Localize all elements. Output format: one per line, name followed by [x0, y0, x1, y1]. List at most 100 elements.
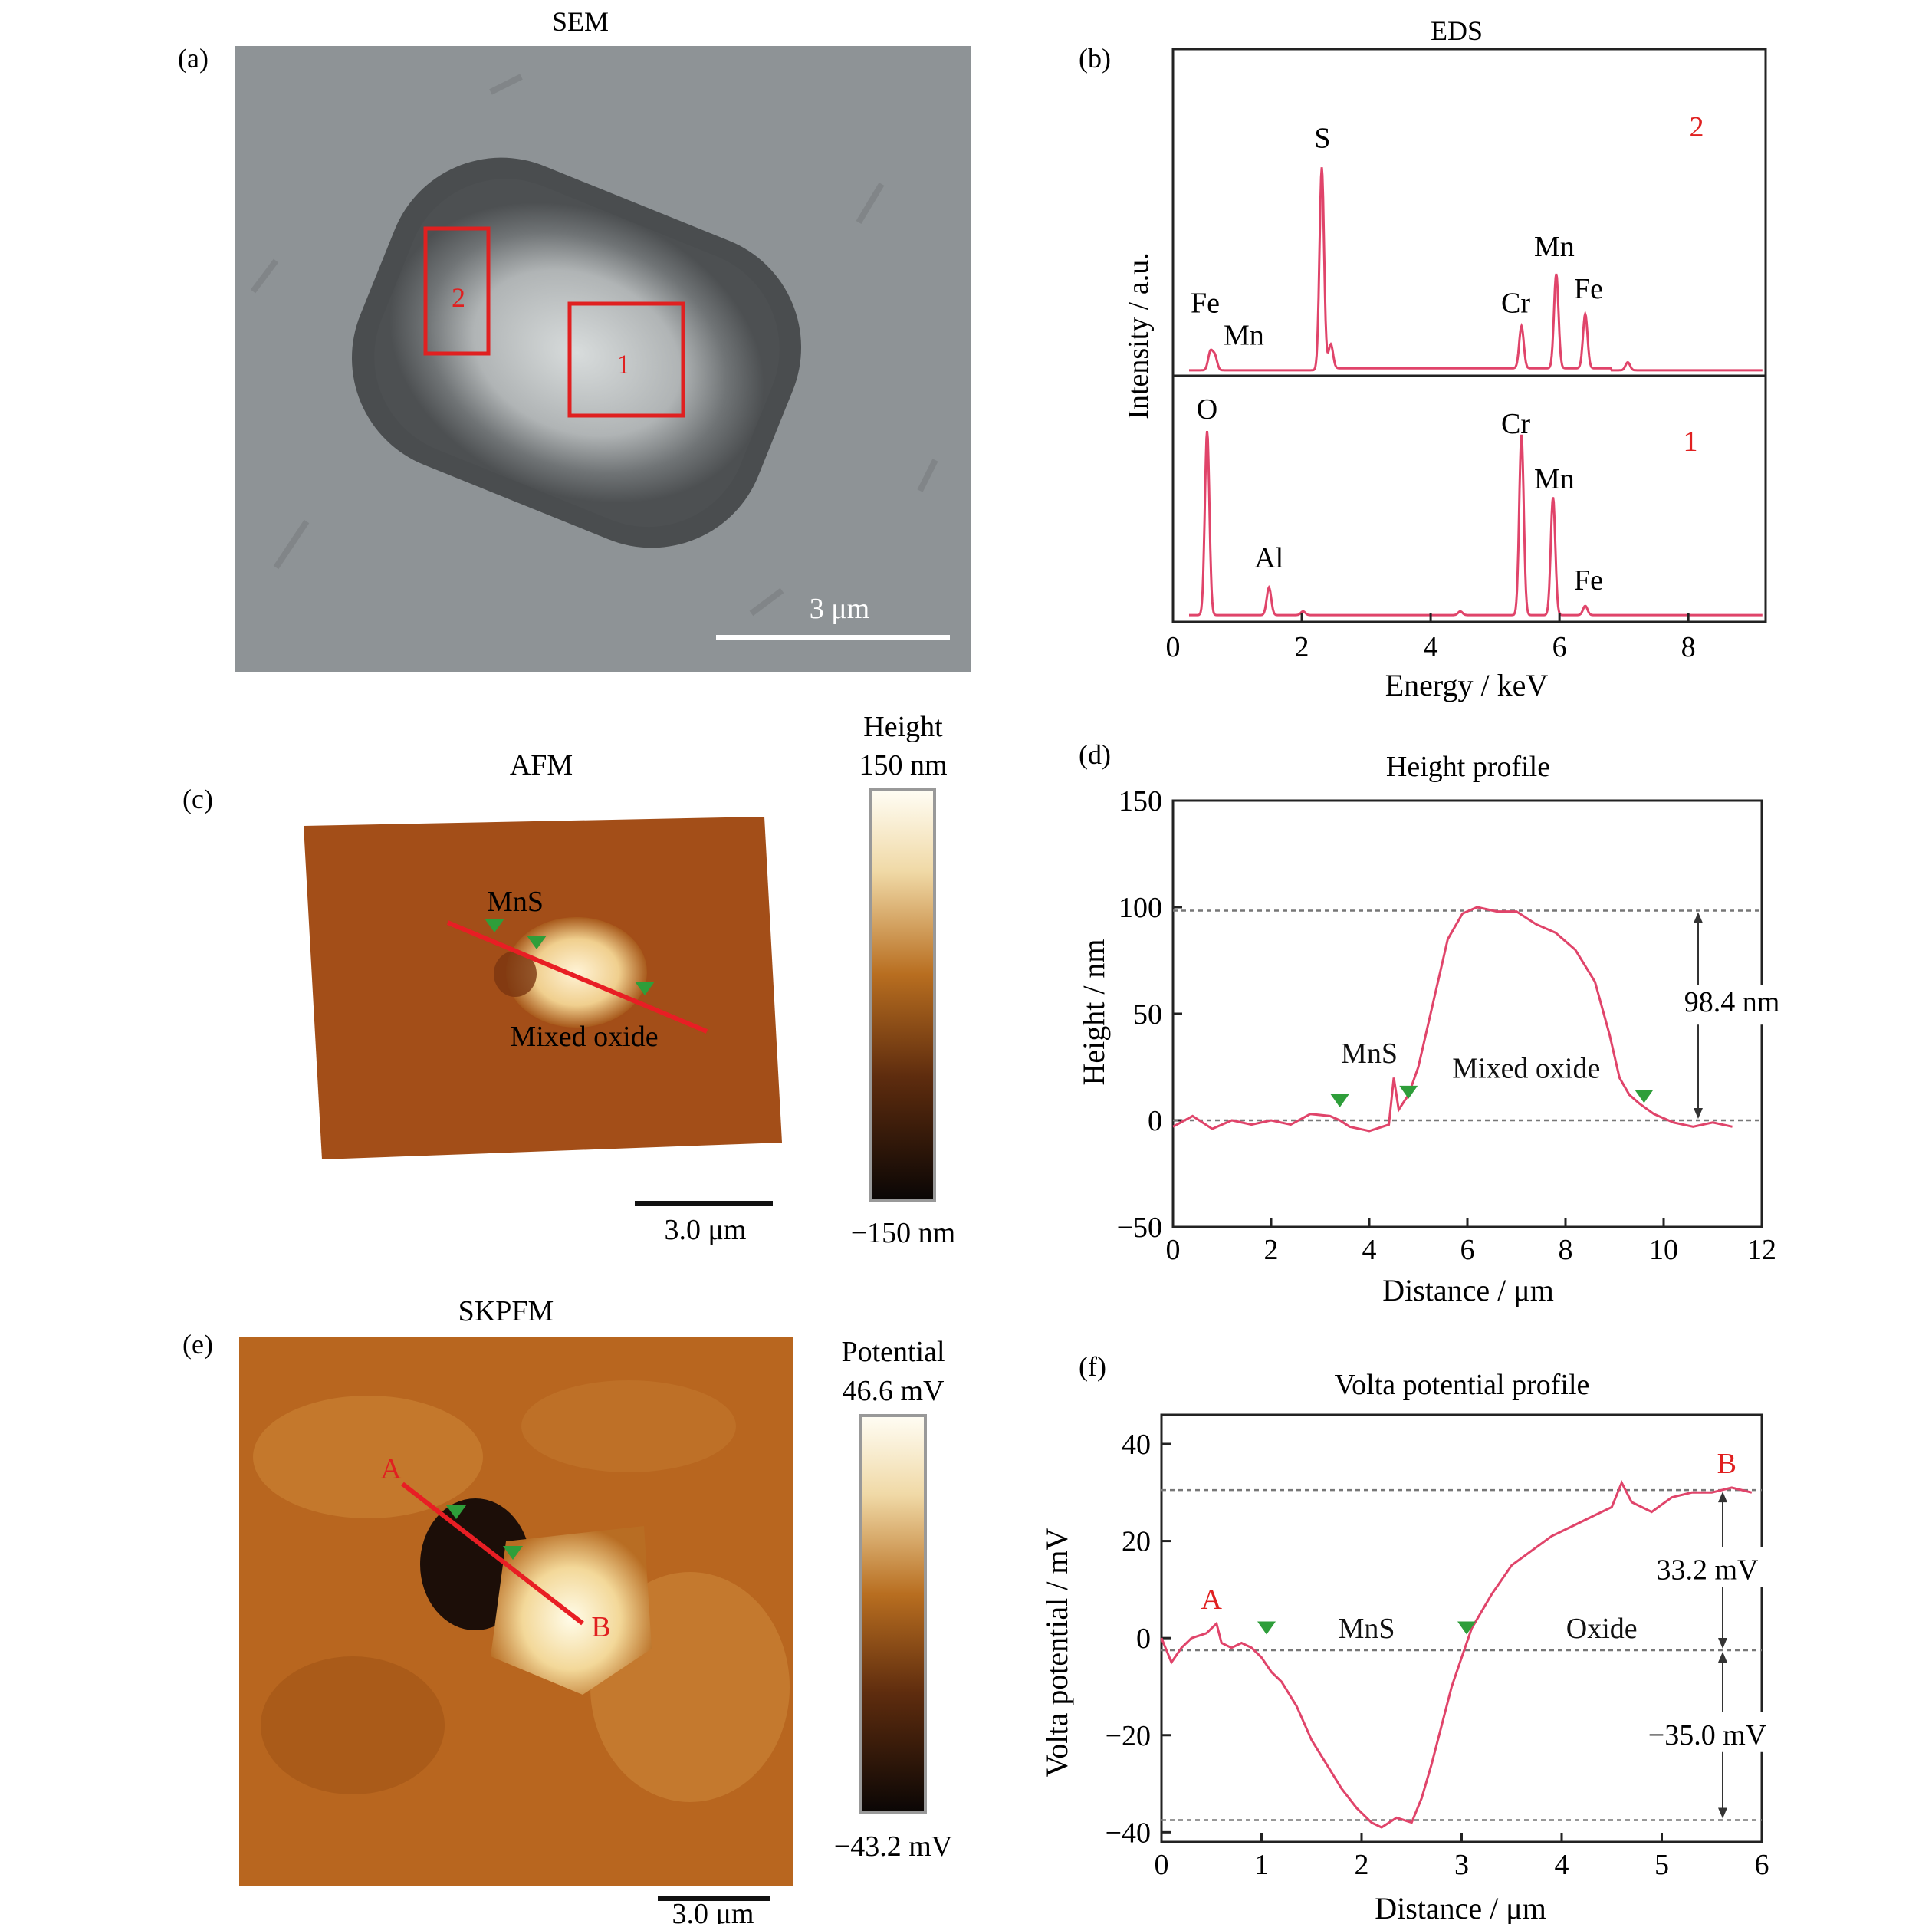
- eds-peak-label: Fe: [1191, 287, 1220, 319]
- volta-ytick-label: 20: [1122, 1526, 1151, 1558]
- height-ytick-label: 0: [1148, 1105, 1162, 1137]
- eds-xtick-label: 4: [1424, 631, 1438, 663]
- eds-peak-label: Al: [1254, 542, 1283, 574]
- panel-e-title: SKPFM: [458, 1295, 554, 1327]
- eds-spectrum-1-label: 1: [1684, 426, 1698, 458]
- volta-0-arrow-head: [1718, 1492, 1727, 1503]
- volta-annotation-bg: [1631, 1712, 1784, 1752]
- panel-d-title: Height profile: [1386, 751, 1550, 783]
- volta-ylabel: Volta potential / mV: [1040, 1528, 1074, 1778]
- volta-marker: [1257, 1621, 1276, 1635]
- height-xlabel: Distance / μm: [1382, 1273, 1554, 1307]
- afm-mns-label: MnS: [487, 886, 544, 918]
- height-ytick-label: 150: [1119, 785, 1162, 817]
- height-marker: [1330, 1094, 1349, 1107]
- eds-box-2-label: 2: [452, 282, 465, 313]
- height-marker: [1635, 1090, 1654, 1103]
- kpfm-colorbar: [859, 1414, 927, 1814]
- eds-box-2: [423, 226, 491, 356]
- height-arrow-head: [1694, 912, 1703, 923]
- volta-ytick-label: 0: [1136, 1623, 1151, 1655]
- afm-scalebar-label: 3.0 μm: [665, 1214, 747, 1246]
- kpfm-profile-line: [401, 1482, 584, 1626]
- height-marker: [1399, 1085, 1418, 1099]
- panel-c-label: (c): [182, 784, 213, 814]
- panel-a: (a) SEM 2 1 3 μm: [178, 6, 971, 672]
- height-annotation-label: Mixed oxide: [1452, 1052, 1600, 1084]
- eds-spectrum-2-trace: [1189, 167, 1763, 372]
- eds-peak-label: S: [1314, 123, 1330, 155]
- volta-ytick-label: −20: [1106, 1720, 1151, 1752]
- panel-d-label: (d): [1079, 739, 1111, 770]
- eds-spectrum-1-trace: [1189, 430, 1763, 617]
- volta-xtick-label: 0: [1155, 1849, 1169, 1881]
- volta-axes-frame: [1160, 1413, 1763, 1843]
- eds-peak-label: Mn: [1224, 319, 1264, 351]
- volta-xtick-label: 6: [1755, 1849, 1769, 1881]
- volta-marker: [1457, 1621, 1477, 1635]
- kpfm-scalebar: [658, 1896, 770, 1901]
- panel-a-label: (a): [178, 43, 209, 74]
- afm-scalebar: [635, 1201, 773, 1206]
- height-xtick-label: 4: [1362, 1234, 1377, 1266]
- panel-f: (f) Volta potential profile 0 1 2 3 4 5 6 −40 −2…: [1040, 1351, 1784, 1924]
- height-ylabel: Height / nm: [1076, 939, 1111, 1085]
- kpfm-marker-1: [446, 1505, 466, 1519]
- kpfm-scalebar-label: 3.0 μm: [672, 1898, 754, 1924]
- volta-annotation-label: A: [1201, 1584, 1223, 1616]
- height-difference-label: 98.4 nm: [1684, 986, 1780, 1018]
- eds-frame: [1171, 48, 1767, 623]
- afm-marker-1: [485, 919, 504, 932]
- height-xtick-label: 8: [1559, 1234, 1573, 1266]
- kpfm-point-b: B: [591, 1611, 610, 1643]
- volta-xtick-label: 1: [1254, 1849, 1269, 1881]
- volta-annotation-bg: [1631, 1547, 1784, 1587]
- eds-ylabel: Intensity / a.u.: [1122, 252, 1155, 419]
- volta-xtick-label: 4: [1555, 1849, 1569, 1881]
- afm-particle: [494, 917, 647, 1028]
- height-xtick-label: 0: [1166, 1234, 1181, 1266]
- height-xtick-label: 2: [1264, 1234, 1279, 1266]
- volta-xtick-label: 5: [1654, 1849, 1669, 1881]
- height-xtick-label: 6: [1460, 1234, 1475, 1266]
- volta-trace: [1160, 1480, 1753, 1829]
- panel-d: (d) Height profile 0 2 4 6 8 10 12−50050100150…: [1076, 739, 1779, 1307]
- height-xtick-label: 10: [1649, 1234, 1678, 1266]
- volta-xtick-label: 2: [1355, 1849, 1369, 1881]
- panel-a-title: SEM: [552, 6, 609, 37]
- eds-peak-label: Fe: [1574, 273, 1603, 305]
- eds-peak-label: Cr: [1501, 408, 1530, 440]
- panel-c: (c) AFM MnS Mixed oxide 3.0 μm Height 15…: [182, 711, 955, 1249]
- afm-colorbar-min: −150 nm: [851, 1217, 956, 1249]
- volta-ytick-label: −40: [1106, 1817, 1151, 1849]
- volta-difference-label: 33.2 mV: [1657, 1554, 1760, 1587]
- height-arrow-head: [1694, 1108, 1703, 1119]
- volta-annotation-label: B: [1717, 1448, 1737, 1480]
- sem-inclusion: [351, 157, 802, 548]
- kpfm-colorbar-max: 46.6 mV: [843, 1375, 945, 1407]
- panel-f-title: Volta potential profile: [1335, 1369, 1590, 1401]
- height-annotation-label: MnS: [1341, 1038, 1398, 1070]
- eds-xtick-label: 0: [1166, 631, 1181, 663]
- sem-texture: [250, 74, 938, 617]
- sem-scalebar: [716, 635, 950, 640]
- volta-xlabel: Distance / μm: [1375, 1891, 1546, 1924]
- eds-spectrum-2-label: 2: [1690, 111, 1704, 143]
- height-xtick-label: 12: [1747, 1234, 1776, 1266]
- kpfm-point-a: A: [380, 1453, 402, 1485]
- height-ytick-label: −50: [1117, 1212, 1162, 1244]
- panel-f-label: (f): [1079, 1351, 1106, 1382]
- eds-peak-label: O: [1197, 393, 1217, 426]
- eds-xtick-label: 2: [1295, 631, 1309, 663]
- afm-colorbar-title: Height: [863, 711, 943, 743]
- eds-peak-label: Mn: [1534, 231, 1575, 263]
- afm-marker-2: [527, 936, 547, 949]
- panel-c-title: AFM: [510, 749, 573, 781]
- kpfm-colorbar-min: −43.2 mV: [834, 1830, 953, 1863]
- volta-plot: 0 1 2 3 4 5 6 −40 −20 0 20 40 A MnS Oxide B 33.2 mV −35.0…: [1106, 1413, 1784, 1881]
- height-annotation-bg: [1637, 985, 1767, 1025]
